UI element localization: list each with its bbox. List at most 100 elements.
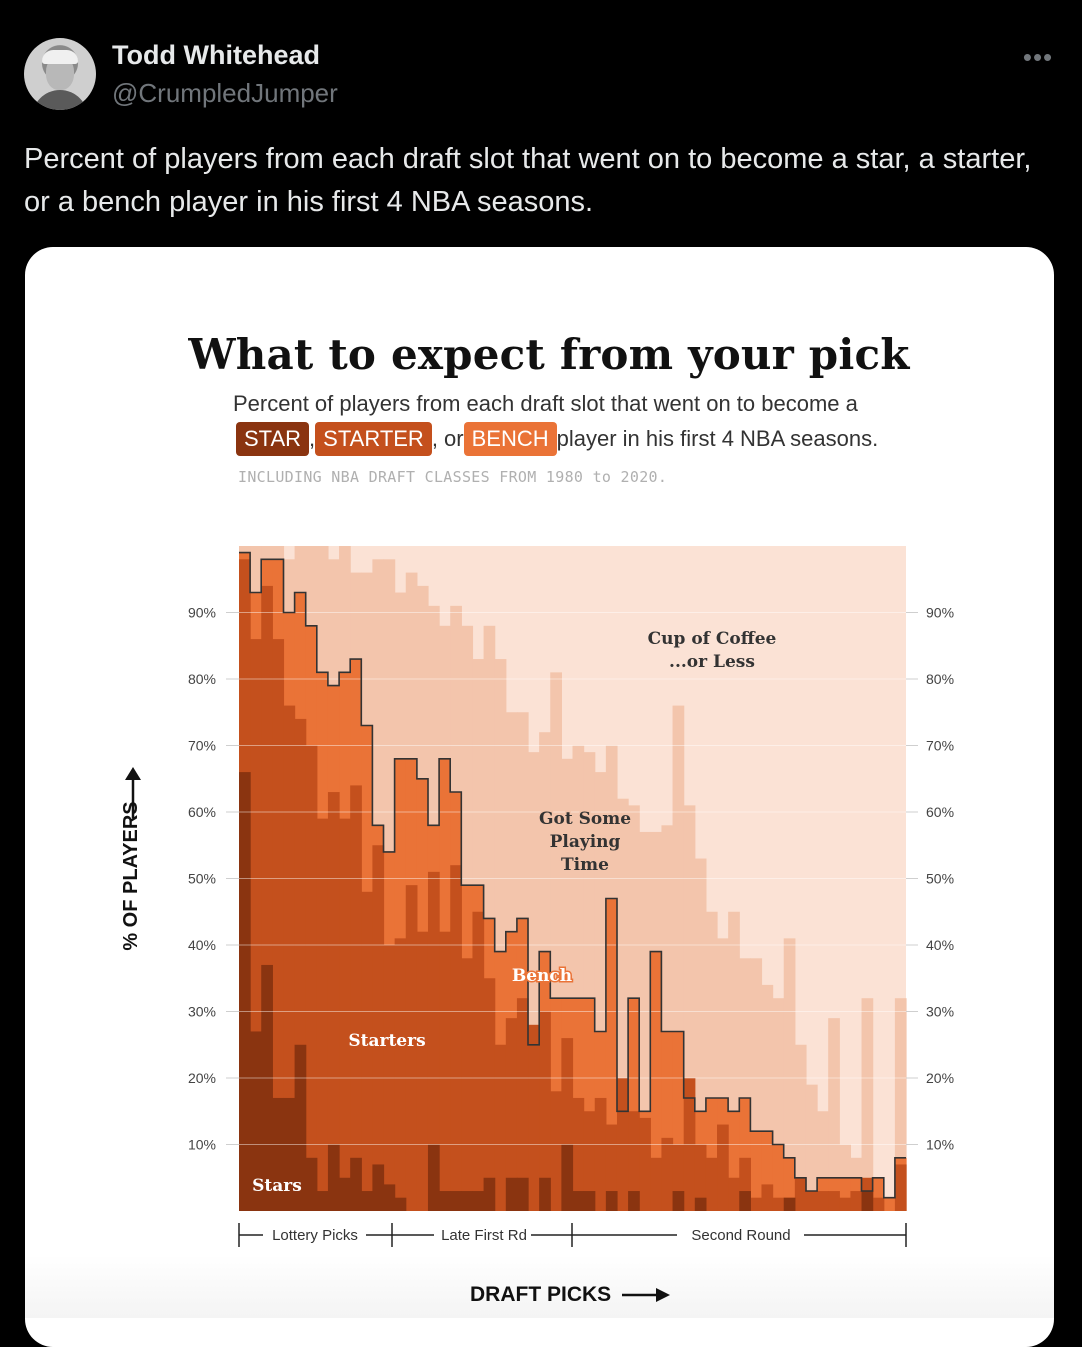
starter-bar (639, 1117, 651, 1211)
star-bar (339, 1177, 351, 1211)
starter-bar (805, 1191, 818, 1211)
label-playing-1: Got Some (539, 809, 631, 829)
starter-bar (294, 718, 307, 1211)
starter-bar (305, 745, 318, 1211)
starter-bar (561, 1038, 574, 1211)
playing-time-bar (694, 858, 707, 1211)
star-bar (239, 772, 251, 1211)
playing-time-bar (739, 958, 751, 1211)
arrow-right-icon (622, 1288, 670, 1302)
star-bar (583, 1191, 596, 1211)
starter-bar (416, 931, 429, 1211)
starter-bar (628, 1111, 640, 1211)
playing-time-bar (717, 938, 729, 1211)
starter-bar (250, 639, 262, 1211)
star-bar (250, 1031, 262, 1211)
star-bar (372, 1164, 385, 1211)
subtitle-end: player in his first 4 NBA seasons. (556, 426, 879, 451)
chart-title: What to expect from your pick (188, 330, 910, 379)
star-bar (394, 1197, 407, 1211)
starter-bar (572, 1097, 585, 1211)
section-label: Late First Rd (441, 1227, 527, 1244)
star-bar (439, 1191, 451, 1211)
starter-bar (516, 998, 529, 1211)
starter-bar (872, 1197, 885, 1211)
starter-bar (350, 785, 362, 1211)
playing-time-bar (750, 958, 763, 1211)
starter-bar (850, 1191, 863, 1211)
starter-bar (439, 931, 451, 1211)
label-coffee-1: Cup of Coffee (648, 629, 777, 649)
bench-bar (761, 1131, 774, 1211)
label-bench: Bench (512, 966, 572, 986)
star-bar (261, 964, 273, 1211)
star-bar (672, 1191, 685, 1211)
star-bar (450, 1191, 462, 1211)
starter-bar (316, 818, 329, 1211)
bench-bar (739, 1097, 751, 1211)
starter-bar (683, 1078, 696, 1211)
star-bar (516, 1177, 529, 1211)
more-horizontal-icon[interactable]: ••• (1022, 42, 1054, 72)
star-bar (483, 1177, 496, 1211)
star-bar (350, 1157, 362, 1211)
star-bar (539, 1177, 551, 1211)
section-label: Second Round (691, 1227, 790, 1244)
chart-note: INCLUDING NBA DRAFT CLASSES FROM 1980 to… (238, 468, 668, 486)
star-bar (461, 1191, 474, 1211)
starter-bar (528, 1024, 540, 1211)
bench-bar (772, 1144, 785, 1211)
y-tick-label-left: 20% (188, 1070, 216, 1086)
label-stars: Stars (252, 1176, 302, 1196)
plot-area (239, 546, 907, 1211)
starter-bar (450, 865, 462, 1211)
legend-starter: STARTER (315, 422, 432, 456)
bench-bar (672, 1031, 685, 1211)
bench-bar (628, 998, 640, 1211)
star-bar (561, 1144, 574, 1211)
y-tick-label-right: 20% (926, 1070, 954, 1086)
chart-subtitle: Percent of players from each draft slot … (233, 391, 858, 416)
playing-time-bar (550, 672, 562, 1211)
star-bar (472, 1191, 485, 1211)
bench-bar (650, 951, 663, 1211)
avatar[interactable] (24, 38, 96, 110)
y-tick-label-right: 90% (926, 605, 954, 621)
playing-time-bar (683, 805, 696, 1211)
starter-bar (728, 1177, 740, 1211)
starter-bar (705, 1157, 718, 1211)
playing-time-bar (783, 938, 796, 1211)
playing-time-bar (572, 745, 585, 1211)
y-tick-label-left: 10% (188, 1137, 216, 1153)
star-bar (861, 1191, 874, 1211)
starter-bar (472, 911, 485, 1211)
display-name[interactable]: Todd Whitehead (112, 40, 320, 70)
y-tick-label-right: 10% (926, 1137, 954, 1153)
playing-time-bar (705, 911, 718, 1211)
starter-bar (717, 1124, 729, 1211)
bench-bar (728, 1111, 740, 1211)
starter-bar (772, 1197, 785, 1211)
media-card-bottom (25, 1255, 1054, 1318)
playing-time-bar (494, 659, 507, 1211)
playing-time-bar (561, 758, 574, 1211)
playing-time-bar (805, 1084, 818, 1211)
playing-time-bar (639, 831, 651, 1211)
bench-bar (605, 898, 618, 1211)
bench-bar (750, 1131, 763, 1211)
playing-time-bar (772, 998, 785, 1211)
starter-bar (761, 1184, 774, 1211)
playing-time-bar (661, 825, 674, 1211)
bench-bar (839, 1177, 852, 1211)
tweet-text: Percent of players from each draft slot … (24, 143, 1032, 218)
playing-time-bar (616, 798, 629, 1211)
starter-bar (261, 585, 273, 1211)
y-tick-label-right: 60% (926, 804, 954, 820)
star-bar (628, 1191, 640, 1211)
y-tick-label-right: 80% (926, 671, 954, 687)
user-handle[interactable]: @CrumpledJumper (112, 78, 338, 108)
star-bar (572, 1191, 585, 1211)
gridlines (226, 612, 918, 1145)
bench-outline (239, 551, 906, 1199)
y-tick-label-left: 40% (188, 937, 216, 953)
